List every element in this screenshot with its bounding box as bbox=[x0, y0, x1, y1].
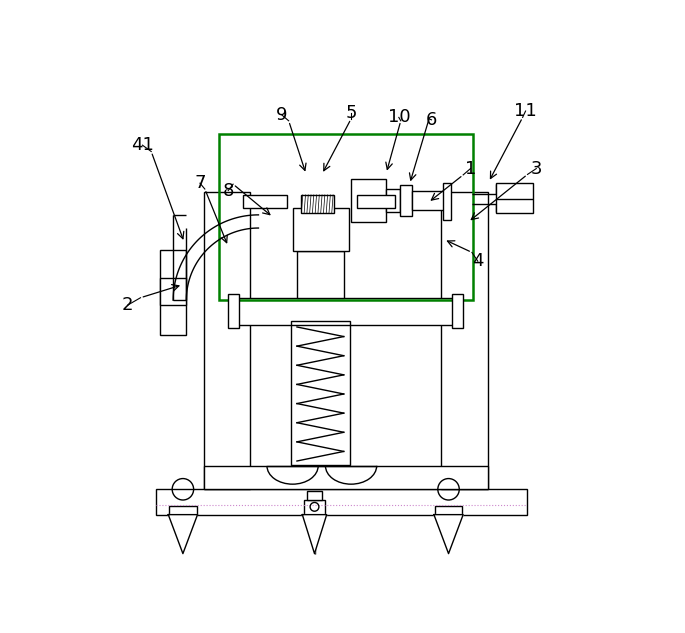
Bar bbox=[307, 491, 323, 500]
Bar bbox=[435, 506, 462, 515]
Bar bbox=[386, 189, 400, 213]
Text: 5: 5 bbox=[345, 104, 357, 122]
Bar bbox=[243, 195, 287, 208]
Polygon shape bbox=[302, 515, 327, 554]
Bar bbox=[204, 192, 250, 489]
Bar bbox=[453, 294, 463, 329]
Text: 3: 3 bbox=[530, 160, 542, 178]
Bar bbox=[156, 489, 527, 515]
Text: 8: 8 bbox=[223, 182, 234, 199]
Bar bbox=[351, 179, 386, 222]
Bar bbox=[292, 208, 349, 251]
Bar bbox=[228, 294, 239, 329]
Text: 11: 11 bbox=[514, 102, 537, 120]
Text: 7: 7 bbox=[195, 174, 206, 192]
Text: 4: 4 bbox=[472, 252, 484, 270]
Polygon shape bbox=[169, 515, 197, 554]
Text: 6: 6 bbox=[426, 111, 437, 129]
Text: 2: 2 bbox=[122, 296, 134, 314]
Bar bbox=[160, 279, 186, 305]
Bar bbox=[357, 195, 395, 208]
Bar bbox=[236, 298, 456, 325]
Bar bbox=[297, 251, 344, 298]
Bar bbox=[443, 183, 451, 220]
Bar bbox=[291, 321, 349, 465]
Polygon shape bbox=[434, 515, 463, 554]
Bar bbox=[301, 195, 334, 213]
Bar bbox=[303, 500, 325, 515]
Bar bbox=[160, 250, 186, 335]
Bar bbox=[497, 183, 533, 213]
Bar bbox=[400, 185, 412, 216]
Text: 41: 41 bbox=[131, 136, 154, 154]
Bar bbox=[219, 134, 473, 300]
Bar bbox=[412, 191, 445, 211]
Bar bbox=[441, 192, 488, 489]
Text: 10: 10 bbox=[388, 108, 410, 127]
Bar bbox=[204, 466, 488, 489]
Text: 1: 1 bbox=[465, 160, 476, 178]
Text: 9: 9 bbox=[276, 106, 288, 124]
Bar bbox=[169, 506, 197, 515]
